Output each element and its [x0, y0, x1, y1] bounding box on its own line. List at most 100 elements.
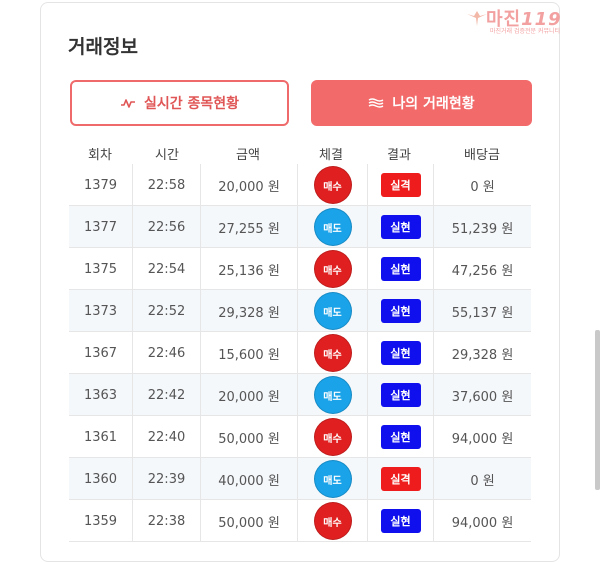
panel-title: 거래정보: [68, 36, 138, 58]
header-result: 결과: [387, 148, 411, 163]
realized-badge: 실현: [380, 425, 421, 449]
result-cell: 실현: [367, 248, 433, 290]
amount-cell: 27,255 원: [200, 206, 297, 248]
pulse-icon: [120, 99, 135, 108]
time-cell: 22:39: [132, 458, 200, 500]
watermark-subtitle: 마진거래 검증전문 커뮤니티: [490, 28, 561, 35]
header-amount: 금액: [236, 148, 260, 163]
watermark-text: 마진119: [486, 9, 562, 30]
payout-value: 37,600 원: [451, 389, 514, 405]
buy-badge: 매수: [313, 418, 352, 456]
time-value: 22:38: [147, 513, 186, 529]
time-cell: 22:56: [132, 206, 200, 248]
sell-badge: 매도: [313, 376, 352, 414]
round-cell: 1375: [69, 248, 132, 290]
table-row: 1373 22:52 29,328 원 매도 실현 55,137 원: [69, 290, 531, 332]
round-cell: 1360: [69, 458, 132, 500]
payout-cell: 94,000 원: [433, 500, 531, 542]
round-cell: 1367: [69, 332, 132, 374]
amount-value: 27,255 원: [218, 221, 280, 237]
amount-value: 15,600 원: [218, 347, 280, 363]
realized-badge: 실현: [380, 383, 421, 407]
live-status-button[interactable]: 실시간 종목현황: [70, 80, 289, 126]
amount-cell: 50,000 원: [200, 416, 297, 458]
payout-value: 94,000 원: [451, 515, 514, 531]
my-trades-button[interactable]: 나의 거래현황: [311, 80, 532, 126]
time-value: 22:54: [147, 261, 186, 277]
payout-cell: 29,328 원: [433, 332, 531, 374]
table-row: 1363 22:42 20,000 원 매도 실현 37,600 원: [69, 374, 531, 416]
round-value: 1375: [83, 261, 118, 277]
time-value: 22:40: [147, 429, 186, 445]
result-cell: 실현: [367, 374, 433, 416]
payout-value: 29,328 원: [451, 347, 514, 363]
header-round: 회차: [88, 148, 112, 163]
amount-cell: 29,328 원: [200, 290, 297, 332]
buy-badge: 매수: [313, 166, 352, 204]
wave-lines-icon: [369, 98, 384, 108]
payout-cell: 0 원: [433, 164, 531, 206]
amount-cell: 20,000 원: [200, 374, 297, 416]
buy-badge: 매수: [313, 250, 352, 288]
amount-cell: 20,000 원: [200, 164, 297, 206]
result-cell: 실격: [367, 458, 433, 500]
header-payout: 배당금: [464, 148, 500, 163]
side-cell: 매도: [297, 374, 367, 416]
payout-value: 47,256 원: [451, 263, 514, 279]
amount-cell: 50,000 원: [200, 500, 297, 542]
amount-value: 40,000 원: [218, 473, 280, 489]
round-value: 1360: [83, 471, 118, 487]
side-cell: 매수: [297, 164, 367, 206]
amount-value: 29,328 원: [218, 305, 280, 321]
time-cell: 22:46: [132, 332, 200, 374]
failed-badge: 실격: [380, 173, 421, 197]
amount-value: 50,000 원: [218, 515, 280, 531]
amount-value: 20,000 원: [218, 389, 280, 405]
round-value: 1361: [83, 429, 118, 445]
time-cell: 22:58: [132, 164, 200, 206]
round-cell: 1373: [69, 290, 132, 332]
buy-badge: 매수: [313, 502, 352, 540]
payout-value: 0 원: [470, 179, 495, 195]
scrollbar[interactable]: [595, 330, 600, 490]
time-value: 22:58: [147, 177, 186, 193]
payout-value: 51,239 원: [451, 221, 514, 237]
round-value: 1363: [83, 387, 118, 403]
table-row: 1367 22:46 15,600 원 매수 실현 29,328 원: [69, 332, 531, 374]
realized-badge: 실현: [380, 257, 421, 281]
trade-table-body: 1379 22:58 20,000 원 매수 실격 0 원 1377 22:56 27,255 …: [69, 164, 531, 542]
table-row: 1360 22:39 40,000 원 매도 실격 0 원: [69, 458, 531, 500]
result-cell: 실격: [367, 164, 433, 206]
payout-cell: 0 원: [433, 458, 531, 500]
result-cell: 실현: [367, 500, 433, 542]
amount-cell: 40,000 원: [200, 458, 297, 500]
table-row: 1361 22:40 50,000 원 매수 실현 94,000 원: [69, 416, 531, 458]
side-cell: 매수: [297, 416, 367, 458]
time-cell: 22:54: [132, 248, 200, 290]
payout-value: 0 원: [470, 473, 495, 489]
amount-value: 20,000 원: [218, 179, 280, 195]
time-value: 22:56: [147, 219, 186, 235]
time-value: 22:42: [147, 387, 186, 403]
payout-cell: 47,256 원: [433, 248, 531, 290]
realized-badge: 실현: [380, 509, 421, 533]
round-cell: 1361: [69, 416, 132, 458]
amount-cell: 15,600 원: [200, 332, 297, 374]
time-cell: 22:42: [132, 374, 200, 416]
payout-cell: 55,137 원: [433, 290, 531, 332]
side-cell: 매도: [297, 206, 367, 248]
round-cell: 1379: [69, 164, 132, 206]
watermark-logo: 마진119 마진거래 검증전문 커뮤니티: [466, 6, 590, 36]
payout-value: 94,000 원: [451, 431, 514, 447]
realized-badge: 실현: [380, 299, 421, 323]
round-value: 1377: [83, 219, 118, 235]
round-value: 1367: [83, 345, 118, 361]
my-trades-label: 나의 거래현황: [392, 96, 475, 112]
side-cell: 매도: [297, 290, 367, 332]
side-cell: 매수: [297, 248, 367, 290]
round-value: 1359: [83, 513, 118, 529]
sell-badge: 매도: [313, 292, 352, 330]
round-cell: 1377: [69, 206, 132, 248]
realized-badge: 실현: [380, 341, 421, 365]
header-side: 체결: [319, 148, 343, 163]
